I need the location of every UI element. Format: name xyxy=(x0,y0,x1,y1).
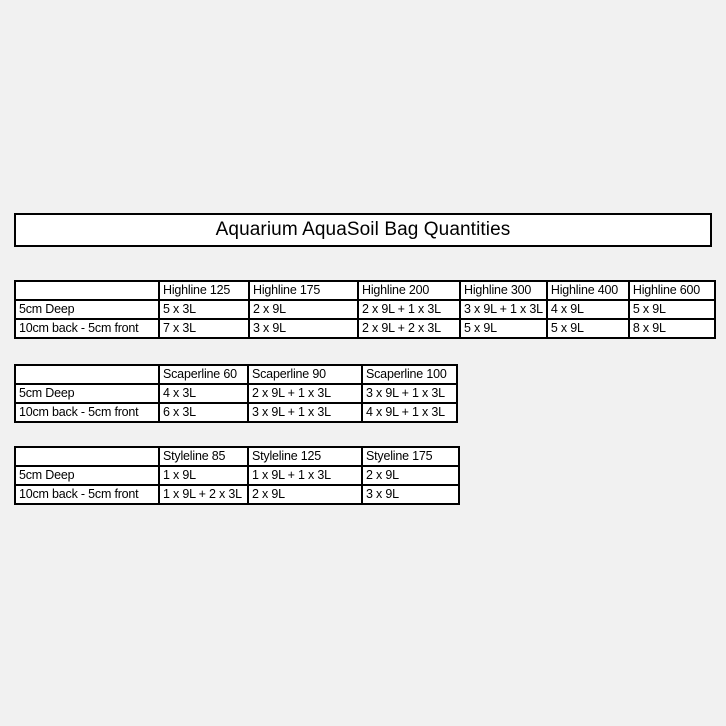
page-title: Aquarium AquaSoil Bag Quantities xyxy=(215,219,511,240)
row-label: 10cm back - 5cm front xyxy=(14,318,160,339)
scaperline-table: Scaperline 60 Scaperline 90 Scaperline 100… xyxy=(14,364,458,423)
column-header: Highline 400 xyxy=(545,280,630,301)
quantity-cell: 4 x 9L xyxy=(545,299,630,320)
quantity-cell: 2 x 9L + 2 x 3L xyxy=(357,318,461,339)
quantity-cell: 3 x 9L + 1 x 3L xyxy=(247,402,363,423)
table-row: 10cm back - 5cm front 6 x 3L 3 x 9L + 1 x … xyxy=(14,402,458,423)
quantity-cell: 5 x 9L xyxy=(627,299,716,320)
row-label: 5cm Deep xyxy=(14,383,160,404)
row-label: 10cm back - 5cm front xyxy=(14,402,160,423)
title-box: Aquarium AquaSoil Bag Quantities xyxy=(14,213,712,247)
quantity-cell: 2 x 9L xyxy=(247,484,363,505)
styleline-table: Styleline 85 Styleline 125 Styeline 175 5cm… xyxy=(14,446,460,505)
quantity-cell: 3 x 9L + 1 x 3L xyxy=(459,299,548,320)
header-row: Highline 125 Highline 175 Highline 200 High… xyxy=(14,280,716,301)
quantity-cell: 1 x 9L + 2 x 3L xyxy=(158,484,249,505)
corner-cell xyxy=(14,280,160,301)
quantity-cell: 1 x 9L + 1 x 3L xyxy=(247,465,363,486)
row-label: 5cm Deep xyxy=(14,465,160,486)
row-label: 10cm back - 5cm front xyxy=(14,484,160,505)
quantity-cell: 7 x 3L xyxy=(158,318,250,339)
quantity-cell: 5 x 9L xyxy=(459,318,548,339)
table-row: 5cm Deep 4 x 3L 2 x 9L + 1 x 3L 3 x 9L + 1 … xyxy=(14,383,458,404)
highline-table: Highline 125 Highline 175 Highline 200 High… xyxy=(14,280,716,339)
table-row: 10cm back - 5cm front 7 x 3L 3 x 9L 2 x 9L … xyxy=(14,318,716,339)
quantity-cell: 1 x 9L xyxy=(158,465,249,486)
quantity-cell: 2 x 9L xyxy=(361,465,460,486)
column-header: Styleline 85 xyxy=(158,446,249,467)
corner-cell xyxy=(14,446,160,467)
quantity-cell: 6 x 3L xyxy=(158,402,249,423)
quantity-cell: 3 x 9L xyxy=(361,484,460,505)
column-header: Styleline 125 xyxy=(247,446,363,467)
header-row: Styleline 85 Styleline 125 Styeline 175 xyxy=(14,446,460,467)
quantity-cell: 8 x 9L xyxy=(627,318,716,339)
column-header: Highline 600 xyxy=(627,280,716,301)
row-label: 5cm Deep xyxy=(14,299,160,320)
quantity-cell: 2 x 9L xyxy=(248,299,359,320)
table-row: 5cm Deep 1 x 9L 1 x 9L + 1 x 3L 2 x 9L xyxy=(14,465,460,486)
header-row: Scaperline 60 Scaperline 90 Scaperline 100 xyxy=(14,364,458,385)
column-header: Highline 200 xyxy=(357,280,461,301)
quantity-cell: 5 x 3L xyxy=(158,299,250,320)
column-header: Highline 125 xyxy=(158,280,250,301)
quantity-cell: 5 x 9L xyxy=(545,318,630,339)
column-header: Scaperline 60 xyxy=(158,364,249,385)
quantity-cell: 2 x 9L + 1 x 3L xyxy=(247,383,363,404)
column-header: Scaperline 90 xyxy=(247,364,363,385)
column-header: Highline 300 xyxy=(459,280,548,301)
quantity-cell: 3 x 9L xyxy=(248,318,359,339)
column-header: Styeline 175 xyxy=(361,446,460,467)
quantity-cell: 4 x 9L + 1 x 3L xyxy=(361,402,458,423)
column-header: Scaperline 100 xyxy=(361,364,458,385)
quantity-cell: 4 x 3L xyxy=(158,383,249,404)
column-header: Highline 175 xyxy=(248,280,359,301)
table-row: 5cm Deep 5 x 3L 2 x 9L 2 x 9L + 1 x 3L 3 x 9… xyxy=(14,299,716,320)
corner-cell xyxy=(14,364,160,385)
table-row: 10cm back - 5cm front 1 x 9L + 2 x 3L 2 x … xyxy=(14,484,460,505)
quantity-cell: 3 x 9L + 1 x 3L xyxy=(361,383,458,404)
quantity-cell: 2 x 9L + 1 x 3L xyxy=(357,299,461,320)
